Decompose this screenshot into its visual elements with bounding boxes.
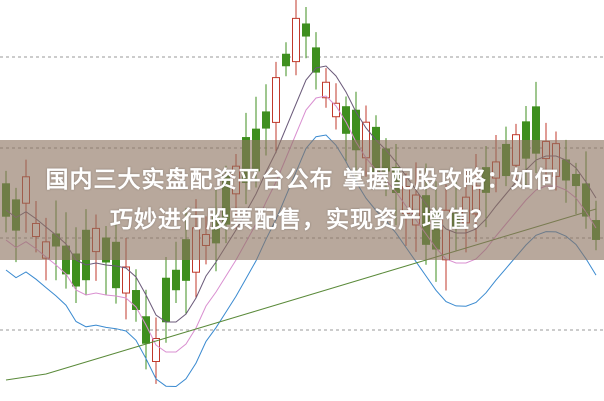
headline-line-2: 巧妙进行股票配售，实现资产增值？ (110, 207, 494, 233)
candle-body (292, 17, 300, 63)
candle-body (162, 277, 170, 323)
candle-body (312, 47, 320, 73)
candle-body (272, 77, 280, 123)
candle-body (122, 266, 130, 294)
candle-body (332, 102, 340, 118)
candle-body (132, 290, 140, 310)
candle-body (152, 338, 160, 362)
candle-body (322, 81, 330, 99)
candle-body (282, 53, 290, 67)
candle-body (262, 111, 270, 129)
headline-banner: 国内三大实盘配资平台公布 掌握配股攻略：如何 巧妙进行股票配售，实现资产增值？ (0, 140, 604, 260)
candle-body (172, 269, 180, 291)
headline-line-1: 国内三大实盘配资平台公布 掌握配股攻略：如何 (45, 167, 559, 193)
candle-body (302, 23, 310, 37)
candle-body (142, 316, 150, 344)
candle-body (342, 106, 350, 134)
